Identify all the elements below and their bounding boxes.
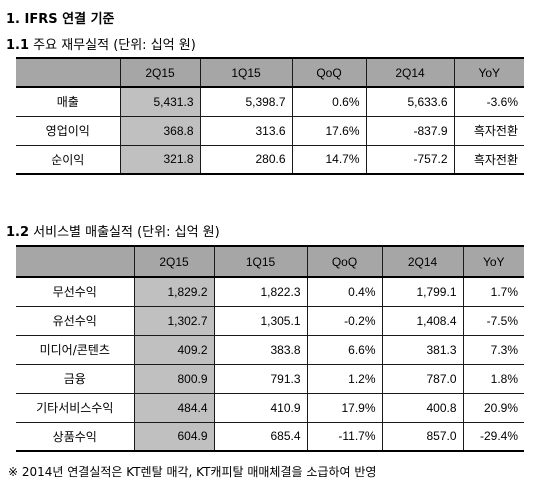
table-cell: 1,305.1 [213, 305, 308, 336]
table-cell: 791.3 [213, 363, 308, 394]
table-cell: 1,408.4 [381, 305, 464, 336]
table-cell: 1.8% [462, 363, 524, 394]
column-header: 2Q15 [119, 57, 201, 88]
financial-results-table: 2Q15 1Q15 QoQ 2Q14 YoY 매출 5,431.3 5,398.7 0.6% 5… [16, 57, 524, 175]
table-cell: 0.6% [291, 86, 367, 117]
table-cell: 685.4 [213, 421, 308, 452]
table1-caption-text: 주요 재무실적 (단위: 십억 원) [29, 38, 196, 53]
header-corner [16, 245, 135, 278]
table-cell: 흑자전환 [453, 115, 524, 146]
table1-caption: 1.1 주요 재무실적 (단위: 십억 원) [6, 34, 196, 53]
column-header: 2Q15 [133, 245, 215, 278]
table-cell: 6.6% [306, 334, 383, 365]
column-header: 2Q14 [381, 245, 464, 278]
table-row: 순이익 321.8 280.6 14.7% -757.2 흑자전환 [16, 144, 524, 175]
table-cell: 400.8 [381, 392, 464, 423]
table-cell: 857.0 [381, 421, 464, 452]
column-header: QoQ [291, 57, 367, 88]
table-row: 유선수익 1,302.7 1,305.1 -0.2% 1,408.4 -7.5% [16, 305, 524, 336]
table-cell: -7.5% [462, 305, 524, 336]
table-cell: 5,398.7 [199, 86, 293, 117]
table-row: 무선수익 1,829.2 1,822.3 0.4% 1,799.1 1.7% [16, 276, 524, 307]
table-cell: -757.2 [365, 144, 455, 175]
table2-caption-text: 서비스별 매출실적 (단위: 십억 원) [29, 225, 220, 240]
table-cell: 368.8 [119, 115, 201, 146]
table-cell: 1.2% [306, 363, 383, 394]
table-row: 영업이익 368.8 313.6 17.6% -837.9 흑자전환 [16, 115, 524, 146]
table-row: 미디어/콘텐츠 409.2 383.8 6.6% 381.3 7.3% [16, 334, 524, 365]
table-cell: 17.6% [291, 115, 367, 146]
row-label: 매출 [16, 86, 121, 117]
table-cell: 410.9 [213, 392, 308, 423]
table-cell: -837.9 [365, 115, 455, 146]
table-cell: 1,822.3 [213, 276, 308, 307]
table-cell: 7.3% [462, 334, 524, 365]
column-header: 1Q15 [199, 57, 293, 88]
column-header: 2Q14 [365, 57, 455, 88]
table-cell: 383.8 [213, 334, 308, 365]
table-cell: 20.9% [462, 392, 524, 423]
table1-caption-number: 1.1 [6, 38, 30, 53]
table-cell: 409.2 [133, 334, 215, 365]
service-revenue-table: 2Q15 1Q15 QoQ 2Q14 YoY 무선수익 1,829.2 1,822.3 0.4… [16, 245, 524, 452]
table-cell: -29.4% [462, 421, 524, 452]
table-row: 매출 5,431.3 5,398.7 0.6% 5,633.6 -3.6% [16, 86, 524, 117]
row-label: 순이익 [16, 144, 121, 175]
table-cell: -0.2% [306, 305, 383, 336]
table-cell: 흑자전환 [453, 144, 524, 175]
table-row: 상품수익 604.9 685.4 -11.7% 857.0 -29.4% [16, 421, 524, 452]
table-cell: -3.6% [453, 86, 524, 117]
table-cell: 800.9 [133, 363, 215, 394]
table-cell: 280.6 [199, 144, 293, 175]
row-label: 유선수익 [16, 305, 135, 336]
table-cell: 5,633.6 [365, 86, 455, 117]
column-header: 1Q15 [213, 245, 308, 278]
column-header: YoY [462, 245, 524, 278]
row-label: 미디어/콘텐츠 [16, 334, 135, 365]
table-cell: 1,829.2 [133, 276, 215, 307]
row-label: 무선수익 [16, 276, 135, 307]
table-cell: 0.4% [306, 276, 383, 307]
table-cell: 1,799.1 [381, 276, 464, 307]
table2-caption: 1.2 서비스별 매출실적 (단위: 십억 원) [6, 221, 220, 240]
table-row: 금융 800.9 791.3 1.2% 787.0 1.8% [16, 363, 524, 394]
table-cell: 787.0 [381, 363, 464, 394]
table-cell: 381.3 [381, 334, 464, 365]
header-corner [16, 57, 121, 88]
row-label: 기타서비스수익 [16, 392, 135, 423]
table-cell: 1.7% [462, 276, 524, 307]
table-cell: 484.4 [133, 392, 215, 423]
table2-caption-number: 1.2 [6, 225, 30, 240]
table-cell: 1,302.7 [133, 305, 215, 336]
table-cell: -11.7% [306, 421, 383, 452]
table-row: 기타서비스수익 484.4 410.9 17.9% 400.8 20.9% [16, 392, 524, 423]
column-header: YoY [453, 57, 524, 88]
table-cell: 14.7% [291, 144, 367, 175]
table-cell: 313.6 [199, 115, 293, 146]
table-cell: 17.9% [306, 392, 383, 423]
table-cell: 321.8 [119, 144, 201, 175]
table-cell: 604.9 [133, 421, 215, 452]
column-header: QoQ [306, 245, 383, 278]
row-label: 영업이익 [16, 115, 121, 146]
footnote: ※ 2014년 연결실적은 KT렌탈 매각, KT캐피탈 매매체결을 소급하여 … [8, 465, 377, 479]
table-cell: 5,431.3 [119, 86, 201, 117]
row-label: 금융 [16, 363, 135, 394]
row-label: 상품수익 [16, 421, 135, 452]
section-title: 1. IFRS 연결 기준 [6, 12, 115, 27]
